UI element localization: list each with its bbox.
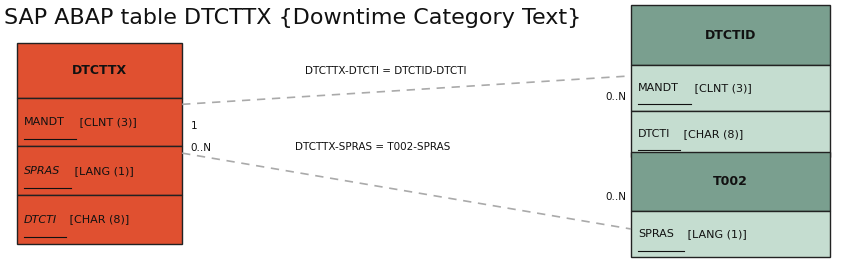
Text: [LANG (1)]: [LANG (1)] <box>684 230 747 239</box>
Text: [CLNT (3)]: [CLNT (3)] <box>690 83 751 93</box>
FancyBboxPatch shape <box>631 152 830 211</box>
Text: T002: T002 <box>713 175 748 188</box>
FancyBboxPatch shape <box>631 111 830 157</box>
Text: MANDT: MANDT <box>638 83 678 93</box>
Text: 1: 1 <box>191 121 197 131</box>
Text: DTCTTX: DTCTTX <box>72 64 127 77</box>
FancyBboxPatch shape <box>17 43 182 98</box>
Text: DTCTTX-SPRAS = T002-SPRAS: DTCTTX-SPRAS = T002-SPRAS <box>295 142 451 152</box>
Text: SAP ABAP table DTCTTX {Downtime Category Text}: SAP ABAP table DTCTTX {Downtime Category… <box>4 8 582 28</box>
Text: DTCTI: DTCTI <box>24 215 57 224</box>
Text: DTCTID: DTCTID <box>705 29 756 42</box>
Text: DTCTTX-DTCTI = DTCTID-DTCTI: DTCTTX-DTCTI = DTCTID-DTCTI <box>305 66 466 76</box>
Text: [CHAR (8)]: [CHAR (8)] <box>66 215 130 224</box>
Text: 0..N: 0..N <box>606 192 627 202</box>
Text: [LANG (1)]: [LANG (1)] <box>70 166 133 176</box>
FancyBboxPatch shape <box>17 146 182 195</box>
Text: MANDT: MANDT <box>24 117 64 127</box>
Text: SPRAS: SPRAS <box>24 166 60 176</box>
Text: [CHAR (8)]: [CHAR (8)] <box>679 129 743 139</box>
Text: [CLNT (3)]: [CLNT (3)] <box>76 117 137 127</box>
Text: 0..N: 0..N <box>191 143 212 153</box>
Text: DTCTI: DTCTI <box>638 129 670 139</box>
FancyBboxPatch shape <box>17 98 182 146</box>
FancyBboxPatch shape <box>631 5 830 65</box>
FancyBboxPatch shape <box>631 65 830 111</box>
FancyBboxPatch shape <box>17 195 182 244</box>
Text: 0..N: 0..N <box>606 92 627 102</box>
FancyBboxPatch shape <box>631 211 830 257</box>
Text: SPRAS: SPRAS <box>638 230 673 239</box>
